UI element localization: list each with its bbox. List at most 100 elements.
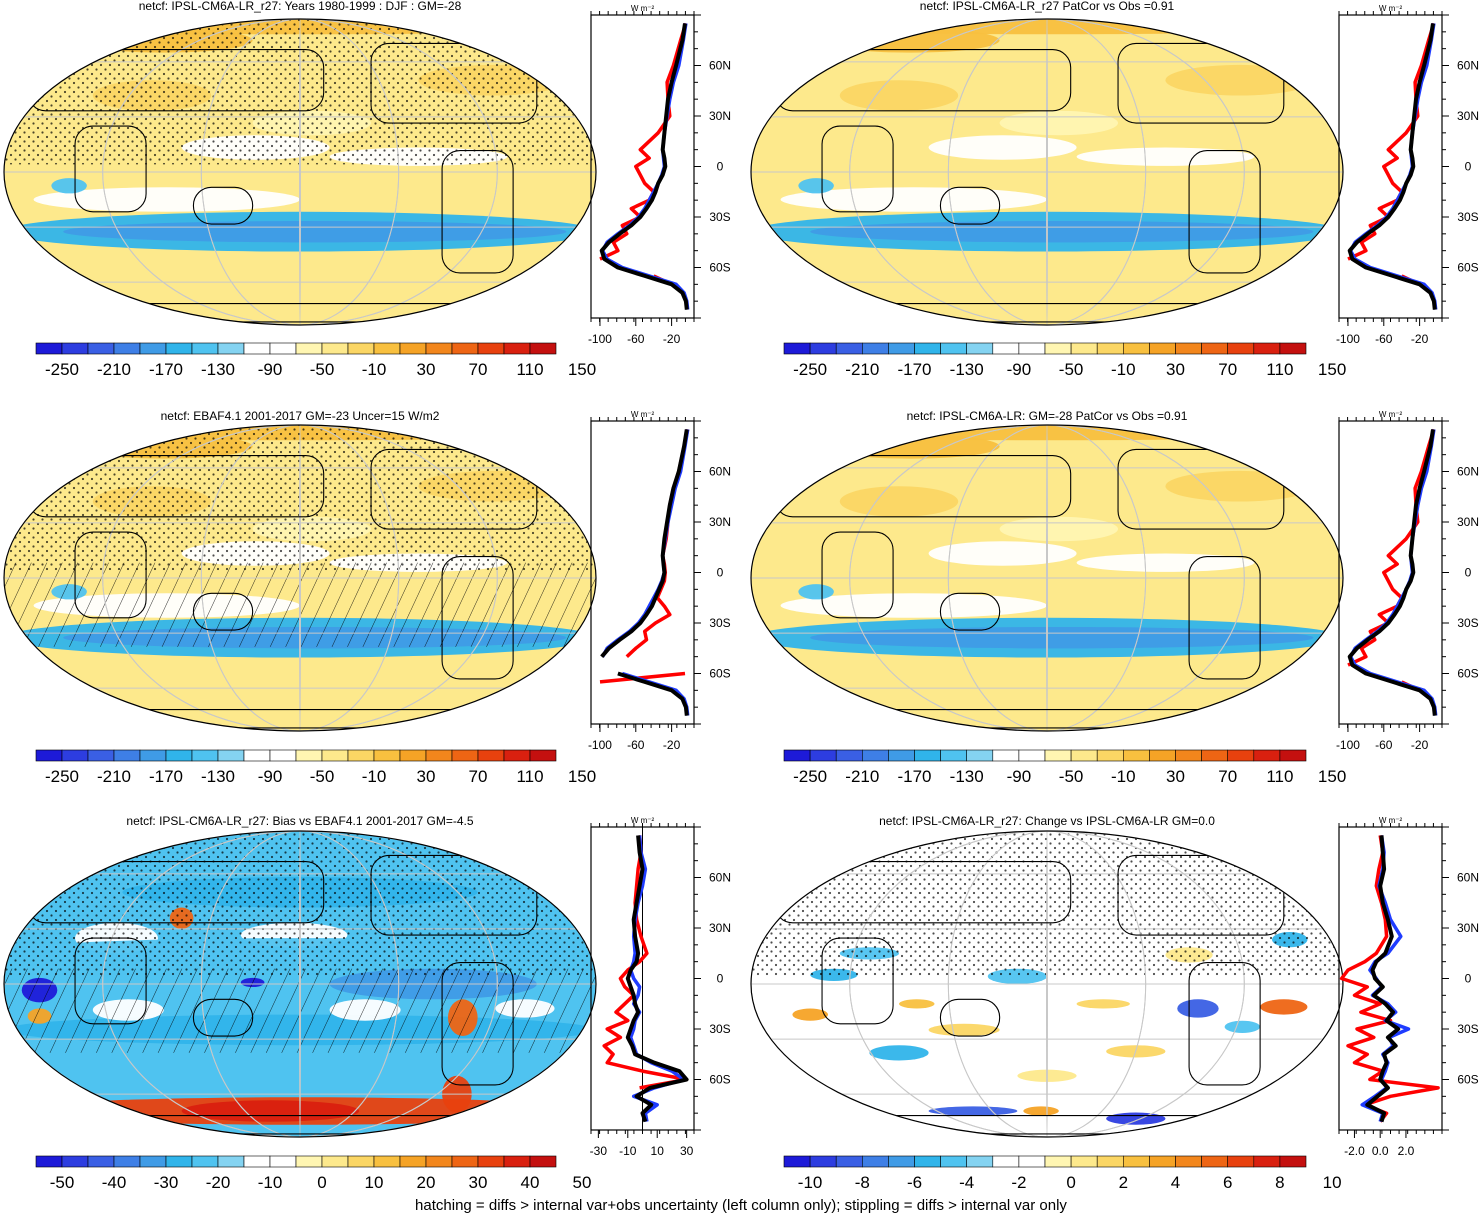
colorbar-swatch <box>1044 342 1072 355</box>
colorbar-label: 70 <box>469 360 488 379</box>
colorbar-swatch <box>269 749 297 762</box>
colorbar-label: 10 <box>1323 1173 1342 1192</box>
coastline <box>821 531 894 619</box>
colorbar-label: -6 <box>907 1173 922 1192</box>
zonal-mean-model-line <box>599 23 689 310</box>
zonal-ytick-label: 0 <box>717 972 724 986</box>
zonal-mean-model-line <box>625 835 689 1123</box>
map-border <box>3 18 597 326</box>
colorbar-swatch <box>399 749 427 762</box>
colorbar-label: -10 <box>798 1173 823 1192</box>
colorbar-swatch <box>399 342 427 355</box>
zonal-xtick-label: -60 <box>627 332 645 346</box>
colorbar-label: -250 <box>45 360 79 379</box>
colorbar-label: -10 <box>362 360 387 379</box>
colorbar-label: 6 <box>1223 1173 1232 1192</box>
field-region <box>33 187 300 212</box>
zonal-ytick-label: 60S <box>1457 667 1478 681</box>
colorbar-swatch <box>425 749 453 762</box>
zonal-unit: W m⁻² <box>631 816 655 825</box>
zonal-ytick-label: 30S <box>709 210 730 224</box>
colorbar-label: 30 <box>1166 360 1185 379</box>
zonal-xtick-label: -20 <box>663 332 681 346</box>
colorbar-swatch <box>243 749 271 762</box>
field-region <box>1177 999 1219 1018</box>
colorbar-swatch <box>1175 749 1202 762</box>
map-field <box>751 831 1343 1137</box>
colorbar-swatch <box>1201 749 1228 762</box>
field-region <box>798 178 834 194</box>
field-region <box>928 541 1077 566</box>
colorbar-label: 110 <box>1266 767 1293 786</box>
colorbar-swatch <box>861 749 889 762</box>
map-field <box>751 425 1343 731</box>
colorbar-swatch <box>61 1155 89 1168</box>
zonal-ytick-label: 0 <box>1465 972 1472 986</box>
field-region <box>51 178 87 194</box>
colorbar-swatch <box>1175 1155 1202 1168</box>
colorbar-swatch <box>1018 342 1046 355</box>
coastline <box>939 186 1001 225</box>
colorbar-label: 150 <box>568 767 596 786</box>
colorbar-swatch <box>1070 749 1098 762</box>
zonal-ytick-label: 30N <box>1457 109 1479 123</box>
colorbar-swatch <box>888 1155 915 1168</box>
zonal-xtick-label: 2.0 <box>1398 1144 1415 1158</box>
colorbar-label: -130 <box>201 767 235 786</box>
colorbar-swatch <box>783 749 811 762</box>
colorbar-label: -20 <box>206 1173 231 1192</box>
zonal-ytick-label: 60N <box>709 465 731 479</box>
colorbar-swatch <box>1123 1155 1150 1168</box>
colorbar-label: -2 <box>1011 1173 1026 1192</box>
colorbar-label: -8 <box>855 1173 870 1192</box>
colorbar-label: 110 <box>516 360 543 379</box>
colorbar-swatch <box>373 749 401 762</box>
field-region <box>1165 470 1314 502</box>
colorbar-swatch <box>451 342 479 355</box>
zonal-ytick-label: 60S <box>709 261 730 275</box>
zonal-xtick-label: -60 <box>627 738 645 752</box>
colorbar-swatch <box>1227 1155 1255 1168</box>
zonal-xtick-label: -20 <box>1411 738 1429 752</box>
colorbar-swatch <box>113 342 141 355</box>
colorbar-swatch <box>347 342 375 355</box>
field-region <box>780 187 1047 212</box>
zonal-xtick-label: -100 <box>1336 332 1360 346</box>
zonal-ytick-label: 60S <box>709 667 730 681</box>
colorbar-label: -130 <box>201 360 235 379</box>
map-border <box>750 830 1344 1138</box>
zonal-ytick-label: 30N <box>1457 921 1479 935</box>
panel-title: netcf: IPSL-CM6A-LR_r27: Bias vs EBAF4.1… <box>126 814 473 828</box>
field-region <box>839 486 959 517</box>
colorbar-swatch <box>321 342 349 355</box>
colorbar-swatch <box>809 749 837 762</box>
panel-title: netcf: EBAF4.1 2001-2017 GM=-23 Uncer=15… <box>161 409 440 423</box>
colorbar-swatch <box>1279 749 1307 762</box>
colorbar-label: -250 <box>45 767 79 786</box>
zonal-xtick-label: 0.0 <box>1372 1144 1389 1158</box>
coastline <box>1188 962 1261 1086</box>
field-region <box>792 1008 828 1021</box>
zonal-xtick-label: -2.0 <box>1344 1144 1365 1158</box>
zonal-ytick-label: 0 <box>717 160 724 174</box>
field-region <box>1106 1112 1166 1125</box>
field-region <box>999 110 1119 136</box>
colorbar-swatch <box>835 749 863 762</box>
colorbar-swatch <box>87 1155 115 1168</box>
coastline <box>939 592 1001 631</box>
field-region <box>1076 553 1255 572</box>
field-region <box>1260 999 1308 1015</box>
coastline <box>370 854 538 936</box>
colorbar-swatch <box>165 342 193 355</box>
colorbar-label: -50 <box>310 360 335 379</box>
colorbar-label: -50 <box>1059 767 1084 786</box>
field-region <box>928 1106 1018 1116</box>
zonal-xtick-label: -100 <box>1336 738 1360 752</box>
colorbar-swatch <box>1096 1155 1124 1168</box>
panel-title: netcf: IPSL-CM6A-LR_r27: Years 1980-1999… <box>139 0 462 13</box>
coastline <box>441 150 514 274</box>
field-region <box>928 1023 1000 1037</box>
graticule-meridian <box>849 831 1245 1137</box>
colorbar-label: -130 <box>950 767 984 786</box>
colorbar-swatch <box>165 1155 193 1168</box>
